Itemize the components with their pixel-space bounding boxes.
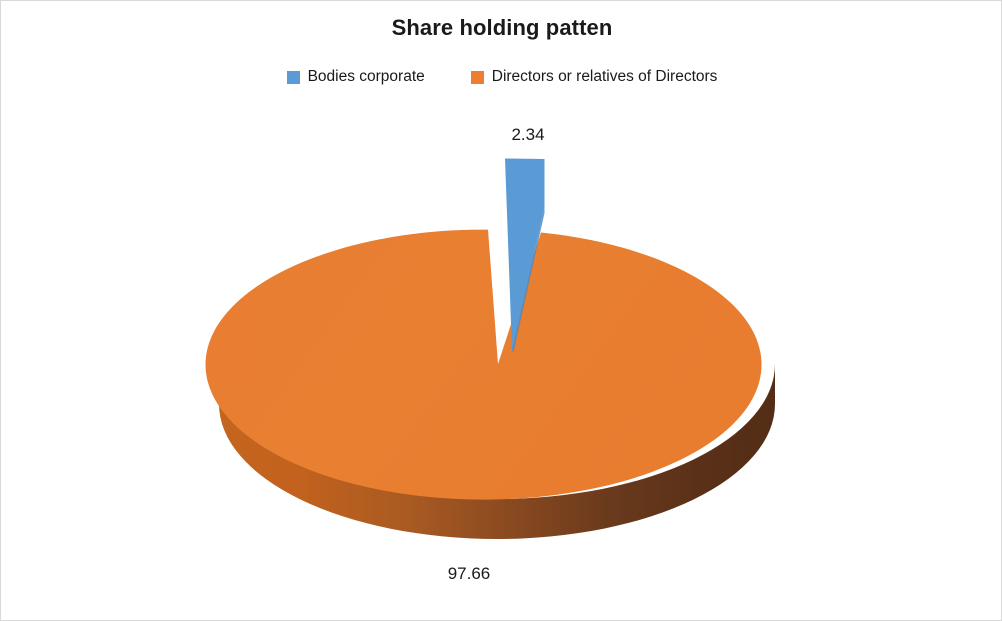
legend-label: Bodies corporate [307,68,425,85]
data-label-directors-or-relatives: 97.66 [447,564,491,583]
legend-swatch-icon [286,70,300,84]
blue-slice-top[interactable] [505,158,545,352]
legend-item-directors-or-relatives[interactable]: Directors or relatives of Directors [470,68,718,86]
chart-title: Share holding patten [391,15,613,40]
orange-slice-side-wall [219,364,775,539]
orange-slice-top[interactable] [205,229,762,500]
chart-legend: Bodies corporate Directors or relatives … [1,68,1001,86]
legend-label: Directors or relatives of Directors [491,68,718,85]
blue-slice-depth [512,207,545,352]
data-label-bodies-corporate: 2.34 [511,125,545,144]
legend-item-bodies-corporate[interactable]: Bodies corporate [286,68,425,86]
legend-swatch-icon [470,70,484,84]
